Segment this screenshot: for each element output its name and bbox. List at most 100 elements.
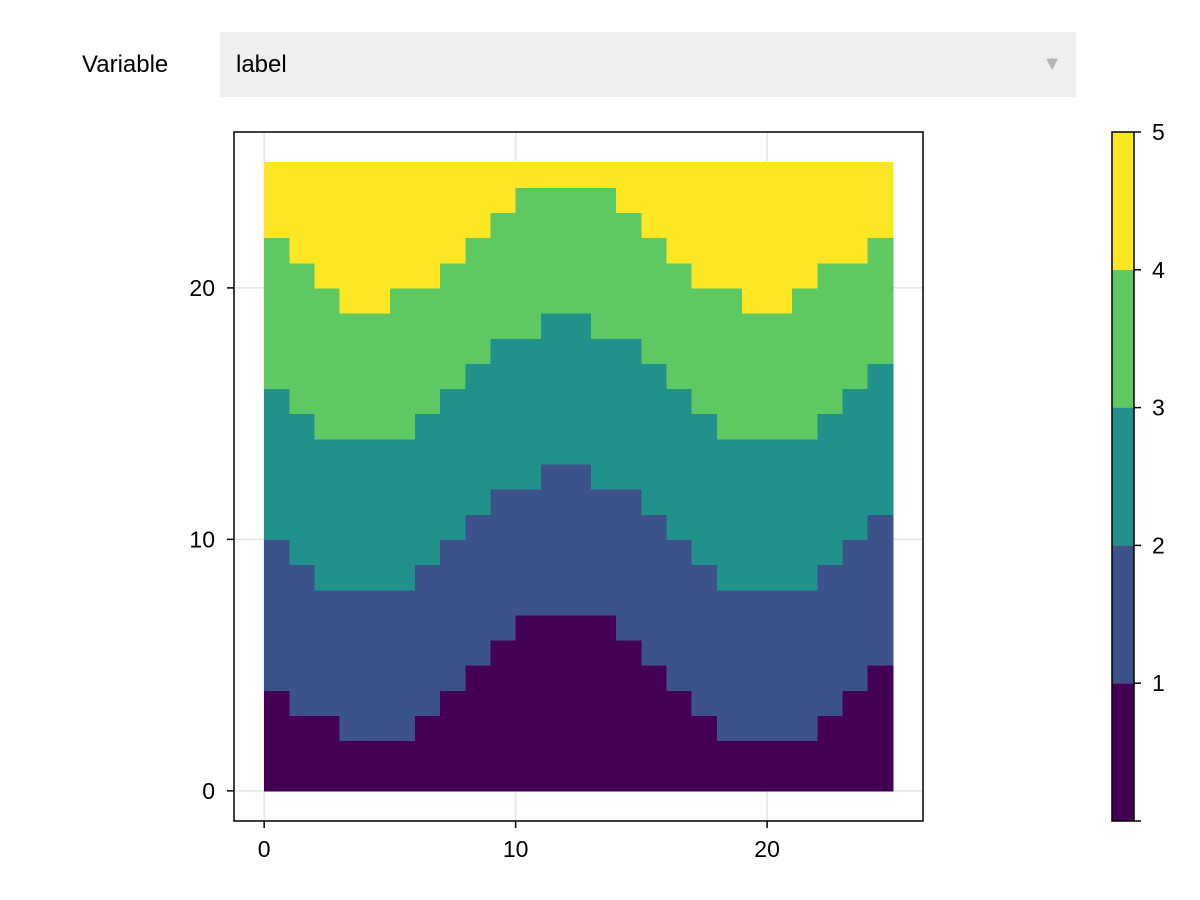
heatmap-cell xyxy=(314,715,341,792)
heatmap-cell xyxy=(264,690,290,792)
heatmap-cell xyxy=(314,589,341,716)
colorbar-segment xyxy=(1112,269,1134,408)
heatmap-cell xyxy=(364,589,391,742)
heatmap-cell xyxy=(565,162,592,188)
y-tick-label: 0 xyxy=(202,778,215,804)
triangle-down-icon: ▼ xyxy=(1042,53,1062,75)
heatmap-cell xyxy=(641,514,668,666)
heatmap-cell xyxy=(691,715,718,792)
heatmap-cell xyxy=(339,438,366,591)
heatmap-cell xyxy=(616,162,642,214)
heatmap-cell xyxy=(364,438,391,591)
heatmap-cell xyxy=(867,665,894,792)
heatmap-cell xyxy=(389,438,416,591)
y-tick-label: 20 xyxy=(189,275,215,301)
heatmap-cell xyxy=(389,162,416,289)
heatmap-cell xyxy=(691,564,718,716)
y-axis-ticks: 0 10 20 xyxy=(189,275,234,804)
heatmap-cell xyxy=(565,313,592,465)
heatmap-cell xyxy=(691,287,718,415)
heatmap-cell xyxy=(616,212,642,339)
heatmap-cell xyxy=(389,287,416,440)
heatmap-cell xyxy=(741,162,768,314)
heatmap-cell xyxy=(289,715,316,792)
heatmap-cell xyxy=(741,313,768,440)
heatmap-cell xyxy=(289,162,316,264)
dropdown-selected-value: label xyxy=(236,51,287,78)
heatmap-cell xyxy=(666,539,693,691)
heatmap-cell xyxy=(792,740,818,792)
heatmap-cell xyxy=(767,162,793,314)
heatmap-cell xyxy=(842,162,869,264)
heatmap-cell xyxy=(415,162,441,289)
heatmap-cell xyxy=(339,162,366,314)
heatmap-cell xyxy=(867,162,894,239)
heatmap-cell xyxy=(465,162,492,239)
heatmap-cell xyxy=(716,740,743,792)
heatmap-cell xyxy=(842,690,869,792)
heatmap-cell xyxy=(314,287,341,440)
heatmap-cell xyxy=(867,237,894,364)
y-tick-label: 10 xyxy=(189,526,215,552)
colorbar-segment xyxy=(1112,407,1134,546)
heatmap-cell xyxy=(415,287,441,415)
colorbar-segment xyxy=(1112,683,1134,821)
colorbar-segment xyxy=(1112,545,1134,684)
heatmap-cell xyxy=(389,589,416,742)
heatmap-cell xyxy=(540,187,567,314)
colorbar-tick-label: 5 xyxy=(1152,119,1165,145)
heatmap-cell xyxy=(792,162,818,289)
heatmap-cell xyxy=(415,413,441,566)
heatmap-cell xyxy=(490,338,517,490)
heatmap-cell xyxy=(767,438,793,591)
heatmap-cells xyxy=(264,162,894,792)
heatmap-cell xyxy=(389,740,416,792)
heatmap-cell xyxy=(591,489,617,616)
heatmap-cell xyxy=(540,463,567,616)
heatmap-cell xyxy=(842,539,869,691)
colorbar-segment xyxy=(1112,132,1134,270)
heatmap-cell xyxy=(289,262,316,415)
heatmap-cell xyxy=(641,162,668,239)
heatmap-cell xyxy=(616,639,642,792)
heatmap-cell xyxy=(666,262,693,390)
variable-dropdown[interactable]: label ▼ xyxy=(220,32,1076,97)
heatmap-cell xyxy=(792,589,818,742)
heatmap-cell xyxy=(716,438,743,591)
heatmap-cell xyxy=(591,614,617,792)
heatmap-cell xyxy=(792,438,818,591)
heatmap-cell xyxy=(817,564,844,716)
heatmap-cell xyxy=(792,287,818,440)
heatmap-cell xyxy=(540,313,567,465)
heatmap-cell xyxy=(264,539,290,691)
heatmap-cell xyxy=(314,162,341,289)
heatmap-cell xyxy=(691,413,718,566)
heatmap-cell xyxy=(364,162,391,314)
heatmap-cell xyxy=(867,514,894,666)
heatmap-cell xyxy=(490,639,517,792)
heatmap-cell xyxy=(767,740,793,792)
plot-frame xyxy=(233,131,924,822)
heatmap-cell xyxy=(641,665,668,792)
heatmap-cell xyxy=(741,589,768,742)
heatmap-cell xyxy=(591,338,617,490)
heatmap-cell xyxy=(515,187,542,339)
heatmap-cell xyxy=(716,162,743,289)
heatmap-cell xyxy=(666,388,693,540)
heatmap-cell xyxy=(817,413,844,566)
heatmap-cell xyxy=(264,162,290,239)
heatmap-cell xyxy=(741,740,768,792)
heatmap-cell xyxy=(339,589,366,742)
heatmap-cell xyxy=(339,740,366,792)
heatmap-cell xyxy=(515,162,542,188)
heatmap-cell xyxy=(616,489,642,641)
heatmap-cell xyxy=(817,715,844,792)
heatmap-cell xyxy=(515,338,542,490)
heatmap-cell xyxy=(666,162,693,264)
heatmap-cell xyxy=(565,463,592,616)
heatmap-cell xyxy=(691,162,718,289)
heatmap-cell xyxy=(540,614,567,792)
heatmap-cell xyxy=(415,715,441,792)
heatmap-cell xyxy=(591,162,617,188)
heatmap-cell xyxy=(641,363,668,515)
